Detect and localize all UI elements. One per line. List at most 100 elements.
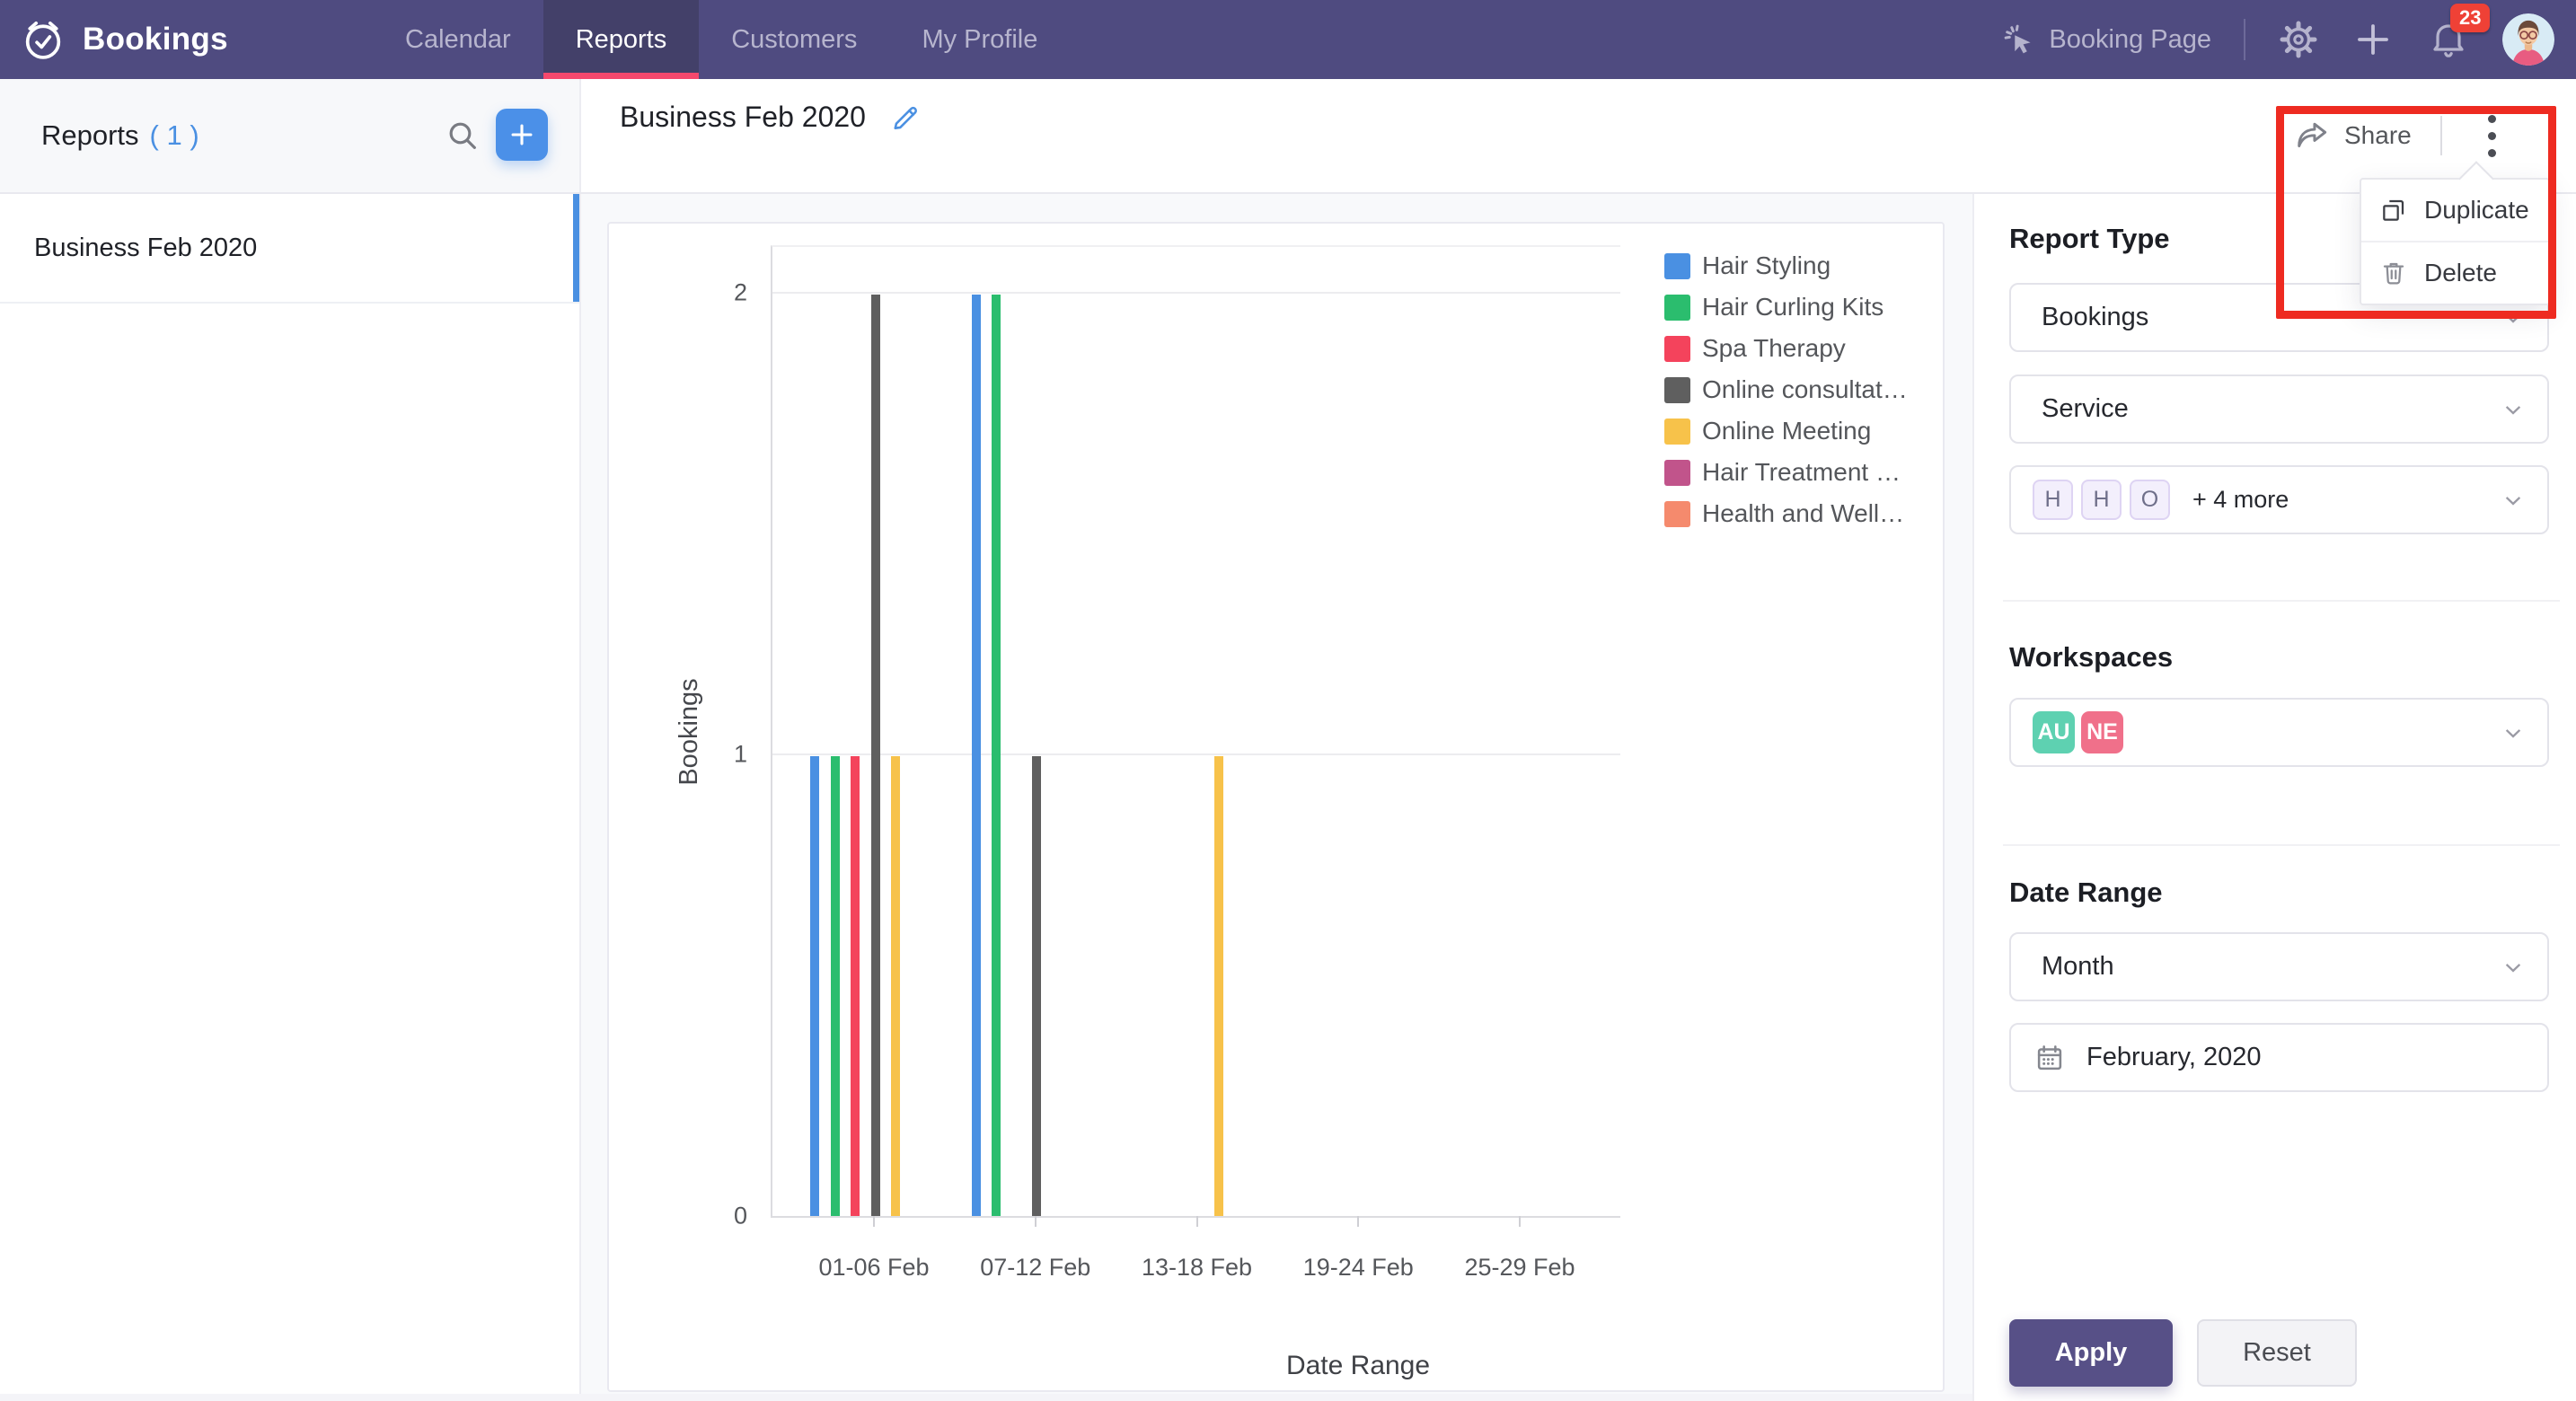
gridline-y2 bbox=[772, 292, 1620, 294]
chevron-down-icon bbox=[2499, 486, 2527, 515]
month-value: February, 2020 bbox=[2086, 1043, 2262, 1071]
x-tick-label-07-12-feb: 07-12 Feb bbox=[980, 1254, 1091, 1281]
calendar-icon bbox=[2033, 1041, 2067, 1075]
legend-swatch bbox=[1664, 376, 1690, 403]
legend-swatch bbox=[1664, 252, 1690, 279]
sidebar-item-business-feb-2020[interactable]: Business Feb 2020 bbox=[0, 194, 579, 304]
nav-divider bbox=[2244, 19, 2245, 60]
period-value: Month bbox=[2042, 952, 2114, 981]
workspace-chip-group: AU NE bbox=[2033, 711, 2130, 753]
workspace-chip-ne: NE bbox=[2081, 711, 2123, 753]
legend-item-health-and-well[interactable]: Health and Well… bbox=[1664, 495, 1904, 533]
service-chip-h: H bbox=[2033, 480, 2073, 520]
legend-swatch bbox=[1664, 459, 1690, 486]
menu-item-delete[interactable]: Delete bbox=[2361, 241, 2548, 304]
legend-item-hair-curling-kits[interactable]: Hair Curling Kits bbox=[1664, 288, 1883, 326]
search-icon[interactable] bbox=[437, 110, 489, 162]
group-by-value: Service bbox=[2042, 394, 2129, 423]
bar-online-meeting-13-18-feb bbox=[1213, 756, 1223, 1216]
nav-right-cluster: Booking Page 23 bbox=[2000, 0, 2554, 79]
legend-item-hair-styling[interactable]: Hair Styling bbox=[1664, 247, 1831, 285]
sidebar-title-text: Reports bbox=[41, 119, 139, 151]
report-title: Business Feb 2020 bbox=[620, 101, 866, 133]
sidebar-title: Reports ( 1 ) bbox=[41, 79, 199, 192]
bar-hair-styling-01-06-feb bbox=[810, 756, 819, 1216]
period-select[interactable]: Month bbox=[2009, 932, 2549, 1001]
legend-swatch bbox=[1664, 294, 1690, 321]
actions-divider bbox=[2439, 116, 2442, 155]
share-button[interactable]: Share bbox=[2292, 116, 2412, 155]
tab-reports[interactable]: Reports bbox=[543, 0, 700, 79]
bar-online-consultat-01-06-feb bbox=[870, 295, 880, 1216]
brand-name: Bookings bbox=[83, 22, 228, 57]
x-tick-label-25-29-feb: 25-29 Feb bbox=[1464, 1254, 1575, 1281]
avatar[interactable] bbox=[2502, 13, 2554, 66]
legend-item-hair-treatment[interactable]: Hair Treatment … bbox=[1664, 454, 1901, 491]
bar-hair-styling-07-12-feb bbox=[971, 295, 981, 1216]
chart-plot-area: Bookings 0 1 2 01-06 Feb 07-12 Feb 13-18 Feb 1… bbox=[675, 245, 1620, 1281]
reset-button[interactable]: Reset bbox=[2197, 1319, 2357, 1387]
report-type-heading: Report Type bbox=[2009, 223, 2170, 254]
add-report-button[interactable] bbox=[496, 109, 548, 161]
x-tick-25-29-feb bbox=[1519, 1216, 1521, 1227]
brand[interactable]: Bookings bbox=[20, 0, 228, 79]
legend-label: Online consultat… bbox=[1702, 375, 1908, 403]
x-tick-19-24-feb bbox=[1357, 1216, 1360, 1227]
nav-tabs: Calendar Reports Customers My Profile bbox=[373, 0, 1070, 79]
x-tick-label-01-06-feb: 01-06 Feb bbox=[818, 1254, 930, 1281]
legend-item-online-consultat[interactable]: Online consultat… bbox=[1664, 371, 1908, 409]
workspaces-select[interactable]: AU NE bbox=[2009, 698, 2549, 767]
x-tick-13-18-feb bbox=[1195, 1216, 1198, 1227]
bar-online-meeting-01-06-feb bbox=[891, 756, 900, 1216]
tab-calendar[interactable]: Calendar bbox=[405, 24, 511, 54]
sidebar-divider bbox=[579, 79, 581, 1401]
date-range-heading: Date Range bbox=[2009, 877, 2163, 908]
menu-item-duplicate[interactable]: Duplicate bbox=[2361, 180, 2548, 241]
apply-button[interactable]: Apply bbox=[2009, 1319, 2173, 1387]
settings-icon[interactable] bbox=[2278, 19, 2319, 60]
more-icon[interactable] bbox=[2473, 108, 2512, 163]
y-tick-label-0: 0 bbox=[733, 1202, 747, 1229]
legend-item-spa-therapy[interactable]: Spa Therapy bbox=[1664, 330, 1846, 367]
service-chip-h: H bbox=[2081, 480, 2122, 520]
y-tick-label-1: 1 bbox=[733, 740, 747, 768]
report-chart-card: Bookings 0 1 2 01-06 Feb 07-12 Feb 13-18 Feb 1… bbox=[607, 222, 1945, 1392]
tab-my-profile[interactable]: My Profile bbox=[922, 24, 1038, 54]
header-divider bbox=[0, 192, 2576, 194]
edit-icon[interactable] bbox=[889, 101, 922, 134]
share-label: Share bbox=[2344, 121, 2412, 149]
x-axis-label: Date Range bbox=[1285, 1351, 1431, 1380]
chevron-down-icon bbox=[2499, 718, 2527, 747]
group-by-select[interactable]: Service bbox=[2009, 374, 2549, 444]
booking-page-link[interactable]: Booking Page bbox=[2000, 21, 2211, 58]
duplicate-icon bbox=[2379, 196, 2408, 225]
legend-swatch bbox=[1664, 335, 1690, 362]
share-icon bbox=[2292, 116, 2332, 155]
legend-label: Hair Treatment … bbox=[1702, 458, 1901, 486]
x-tick-01-06-feb bbox=[873, 1216, 875, 1227]
legend-item-online-meeting[interactable]: Online Meeting bbox=[1664, 412, 1871, 450]
tab-customers[interactable]: Customers bbox=[731, 24, 858, 54]
legend-swatch bbox=[1664, 418, 1690, 445]
service-more-label: + 4 more bbox=[2192, 486, 2289, 513]
legend-label: Hair Styling bbox=[1702, 251, 1831, 279]
add-icon[interactable] bbox=[2351, 18, 2395, 61]
x-tick-label-13-18-feb: 13-18 Feb bbox=[1141, 1254, 1253, 1281]
legend-label: Online Meeting bbox=[1702, 417, 1872, 445]
top-navbar: Bookings Calendar Reports Customers My Prof… bbox=[0, 0, 2576, 79]
bar-hair-curling-kits-07-12-feb bbox=[992, 295, 1001, 1216]
legend-label: Health and Well… bbox=[1702, 499, 1905, 527]
bar-spa-therapy-01-06-feb bbox=[851, 756, 860, 1216]
bar-online-consultat-07-12-feb bbox=[1032, 756, 1042, 1216]
legend-swatch bbox=[1664, 500, 1690, 527]
x-tick-07-12-feb bbox=[1034, 1216, 1037, 1227]
report-actions: Share bbox=[2292, 108, 2512, 163]
report-title-row: Business Feb 2020 bbox=[620, 101, 922, 134]
notifications-icon[interactable]: 23 bbox=[2427, 4, 2491, 61]
cursor-click-icon bbox=[2000, 21, 2038, 58]
month-picker[interactable]: February, 2020 bbox=[2009, 1023, 2549, 1092]
y-axis-label: Bookings bbox=[675, 677, 704, 786]
